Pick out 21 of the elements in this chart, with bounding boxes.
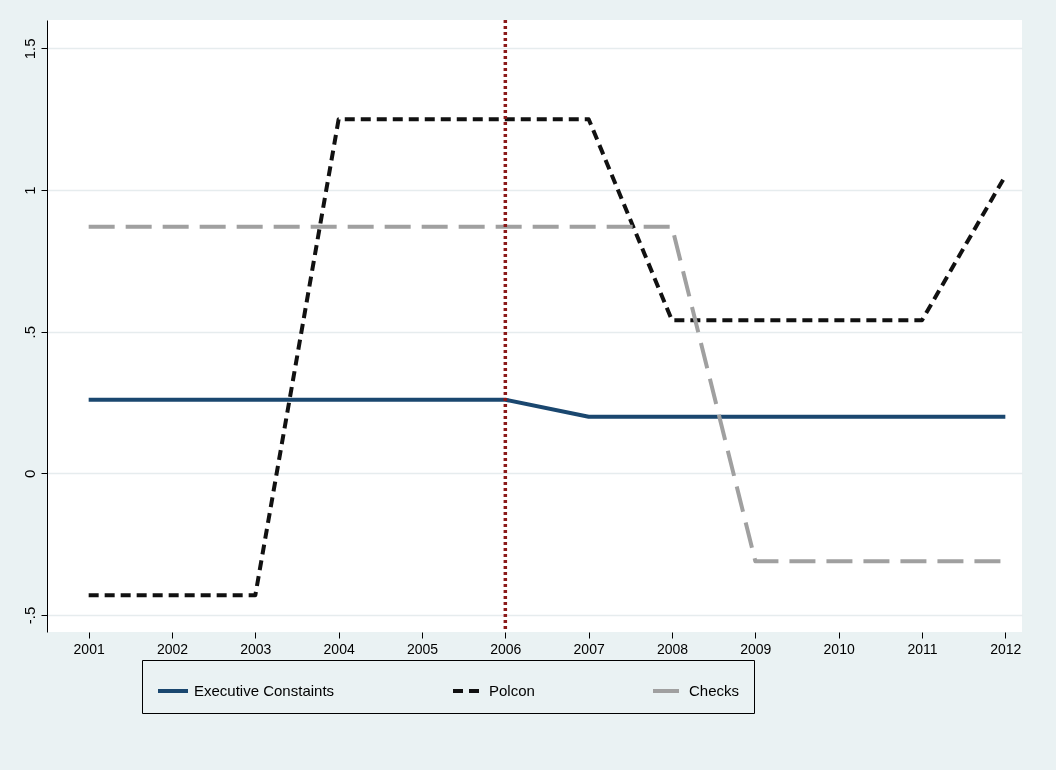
x-tick-label: 2006	[490, 640, 522, 657]
y-tick-label: 1	[20, 186, 38, 195]
x-tick-label: 2002	[156, 640, 189, 657]
x-tick-label: 2009	[740, 640, 772, 657]
line-series	[86, 117, 1008, 598]
legend-label: Checks	[689, 682, 740, 699]
x-tick-label: 2008	[656, 640, 689, 657]
legend-label: Polcon	[489, 682, 535, 699]
legend-label: Executive Constaints	[194, 682, 335, 699]
y-tick-label: -.5	[20, 606, 38, 625]
y-tick-label: .5	[20, 325, 38, 339]
x-tick-label: 2012	[990, 640, 1022, 657]
x-tick-label: 2011	[907, 640, 938, 657]
x-tick-label: 2003	[240, 640, 272, 657]
x-tick-label: 2004	[323, 640, 355, 657]
x-tick-label: 2007	[573, 640, 605, 657]
x-tick-label: 2005	[406, 640, 439, 657]
x-tick-label: 2001	[73, 640, 105, 657]
y-tick-label: 1.5	[20, 38, 38, 60]
y-tick-label: 0	[20, 469, 38, 479]
x-tick-label: 2010	[823, 640, 855, 657]
